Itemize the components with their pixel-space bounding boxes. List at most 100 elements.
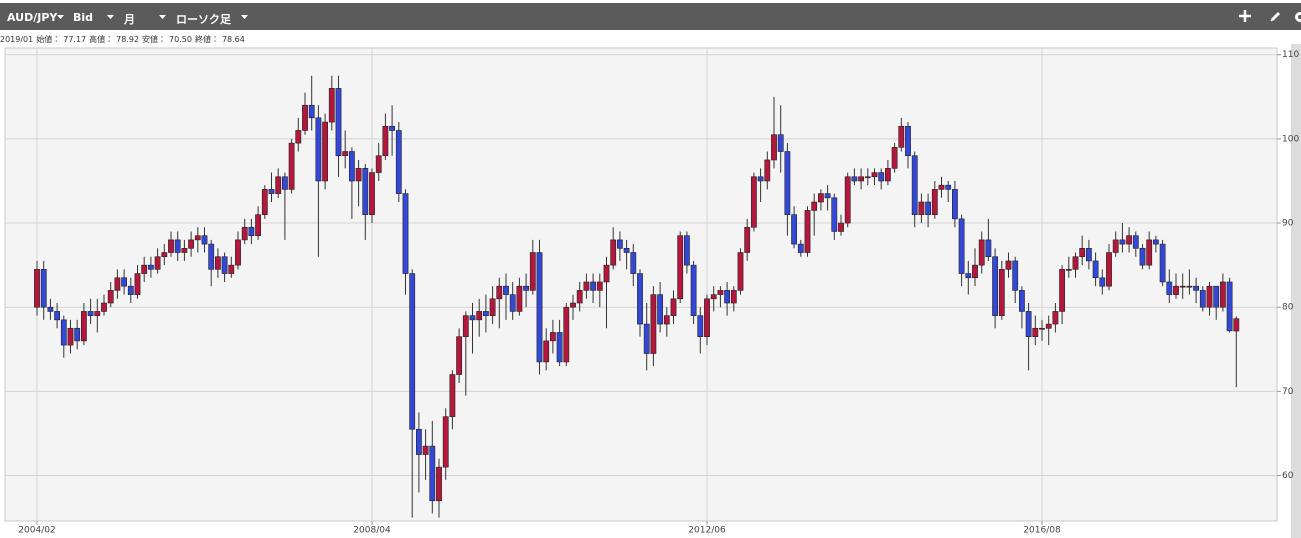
candle-body xyxy=(992,256,998,316)
candle xyxy=(335,75,342,177)
candle xyxy=(603,256,610,329)
candle xyxy=(255,206,261,240)
candle xyxy=(389,105,395,156)
toolbar: AUD/JPY Bid 月 ローソク足 xyxy=(0,3,1301,30)
candle-body xyxy=(462,315,469,337)
y-tick-label: 100 xyxy=(1282,134,1299,144)
candle xyxy=(295,117,302,152)
candle-body xyxy=(208,243,215,270)
candle xyxy=(469,303,476,354)
candle-body xyxy=(710,294,717,300)
candle xyxy=(583,273,590,299)
draw-icon[interactable] xyxy=(1270,10,1282,22)
candle-body xyxy=(884,168,891,182)
candle-body xyxy=(1112,239,1119,253)
candle-body xyxy=(925,201,931,215)
candle-body xyxy=(1166,281,1173,295)
candle-body xyxy=(188,239,194,249)
candle xyxy=(543,328,550,371)
candle xyxy=(322,113,328,190)
candle xyxy=(1206,281,1213,316)
symbol-select[interactable]: AUD/JPY xyxy=(7,11,58,24)
candle xyxy=(348,147,355,219)
y-tick-label: 80 xyxy=(1282,303,1294,313)
candle-body xyxy=(1220,281,1226,308)
candle xyxy=(516,277,523,316)
info-date: 2019/01 xyxy=(0,35,34,44)
candle-body xyxy=(369,172,375,215)
candle xyxy=(449,370,456,430)
candle-body xyxy=(610,239,617,266)
candle xyxy=(985,218,992,261)
dropdown-arrow[interactable] xyxy=(159,15,166,20)
candle-body xyxy=(831,197,838,232)
candle xyxy=(918,193,925,224)
candle-body xyxy=(40,269,47,308)
candle-body xyxy=(670,298,677,316)
candle-body xyxy=(127,285,134,295)
candle xyxy=(134,265,141,299)
candle xyxy=(148,256,154,278)
candle xyxy=(891,143,898,173)
candle-body xyxy=(563,306,570,363)
candle xyxy=(261,185,268,219)
candle-body xyxy=(1065,269,1072,271)
price-select[interactable]: Bid xyxy=(73,11,94,24)
candle-body xyxy=(1179,285,1186,288)
candle-body xyxy=(630,252,637,274)
candle xyxy=(1106,244,1112,291)
candle-body xyxy=(442,416,449,468)
candle xyxy=(409,269,416,518)
candle-body xyxy=(757,176,764,182)
y-tick-label: 90 xyxy=(1282,219,1294,229)
candle-body xyxy=(730,290,737,304)
candle-body xyxy=(161,252,168,258)
add-icon[interactable] xyxy=(1238,9,1252,23)
candle xyxy=(757,168,764,203)
period-select[interactable]: 月 xyxy=(124,13,135,26)
candle xyxy=(503,273,509,320)
candle xyxy=(87,298,94,325)
candle-body xyxy=(355,168,362,182)
info-value: 77.17 xyxy=(63,35,87,44)
candle xyxy=(616,231,623,261)
candle xyxy=(576,281,583,312)
y-tick-label: 60 xyxy=(1282,471,1294,481)
candle-body xyxy=(1012,260,1019,291)
candle-body xyxy=(469,315,476,321)
candle xyxy=(194,227,201,253)
candle-body xyxy=(958,218,965,274)
candle xyxy=(1132,231,1139,257)
candle xyxy=(596,273,603,308)
candle-body xyxy=(476,311,483,321)
candle xyxy=(590,273,596,304)
candle xyxy=(208,239,215,287)
candle xyxy=(905,122,911,169)
candle-body xyxy=(523,285,529,291)
dropdown-arrow[interactable] xyxy=(107,15,114,20)
candle xyxy=(958,214,965,287)
candle-body xyxy=(215,256,221,270)
candle-body xyxy=(1032,327,1039,337)
candle-body xyxy=(858,176,864,182)
candle xyxy=(509,281,516,320)
candle xyxy=(1112,231,1119,257)
dropdown-arrow[interactable] xyxy=(57,15,64,20)
candle xyxy=(342,130,349,169)
dropdown-arrow[interactable] xyxy=(241,15,248,20)
candle-body xyxy=(429,445,436,502)
candle-body xyxy=(905,125,911,157)
candle xyxy=(154,248,161,274)
settings-icon[interactable] xyxy=(1294,10,1301,24)
style-select[interactable]: ローソク足 xyxy=(176,13,231,26)
candle-body xyxy=(255,214,261,236)
candle xyxy=(328,75,335,131)
candle-body xyxy=(851,176,858,182)
candle xyxy=(965,260,972,295)
candle-body xyxy=(395,130,402,194)
candle-body xyxy=(931,189,938,215)
candle-body xyxy=(1206,285,1213,308)
candle-body xyxy=(288,142,295,190)
candle xyxy=(1166,269,1173,304)
